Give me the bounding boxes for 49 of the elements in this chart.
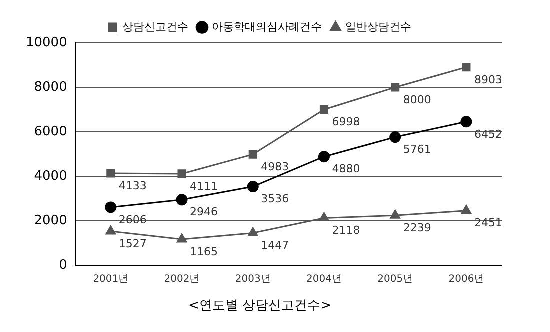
- x-tick-label: 2001년: [93, 274, 129, 285]
- x-tick-label: 2005년: [378, 274, 414, 285]
- point: [390, 210, 400, 219]
- data-label: 2239: [403, 221, 432, 234]
- x-tick-label: 2002년: [164, 274, 200, 285]
- data-label: 2946: [190, 206, 218, 219]
- legend-label: 일반상담건수: [345, 20, 412, 34]
- data-label: 6998: [332, 116, 360, 129]
- data-label: 5761: [403, 143, 432, 156]
- x-tick-label: 2004년: [306, 274, 342, 285]
- point: [178, 170, 186, 178]
- data-label: 8903: [474, 73, 502, 86]
- legend-label: 상담신고건수: [122, 20, 188, 34]
- point: [106, 169, 116, 178]
- point: [247, 181, 259, 193]
- point: [461, 205, 472, 214]
- data-label: 4111: [190, 180, 218, 193]
- data-label: 4133: [118, 179, 147, 192]
- point: [248, 227, 258, 236]
- point: [105, 202, 117, 214]
- point: [460, 116, 472, 128]
- point: [390, 132, 402, 144]
- x-tick-label: 2006년: [448, 274, 484, 285]
- point: [462, 63, 471, 72]
- y-tick-label: 2000: [34, 213, 68, 228]
- data-label: 1447: [261, 239, 290, 252]
- point: [319, 212, 330, 222]
- point: [320, 105, 329, 114]
- y-tick-label: 4000: [34, 168, 68, 184]
- text: <연도별 상담신고건수>: [188, 298, 332, 314]
- point: [391, 83, 400, 92]
- point: [176, 194, 188, 206]
- data-label: 4983: [261, 160, 290, 174]
- data-label: 1165: [190, 245, 218, 258]
- point: [248, 150, 258, 159]
- data-label: 2118: [332, 224, 360, 238]
- data-label: 1527: [118, 237, 147, 250]
- data-label: 8000: [403, 93, 432, 106]
- y-tick-label: 6000: [34, 124, 68, 140]
- point: [176, 234, 188, 243]
- y-tick-label: 10000: [26, 35, 68, 50]
- point: [106, 226, 116, 235]
- point: [318, 151, 330, 163]
- legend-label: 아동학대의심사례건수: [212, 20, 322, 34]
- data-label: 3536: [261, 192, 290, 206]
- y-tick-label: 8000: [34, 80, 68, 95]
- y-tick-label: 0: [59, 258, 68, 273]
- data-label: 4880: [332, 162, 360, 176]
- x-tick-label: 2003년: [235, 274, 271, 285]
